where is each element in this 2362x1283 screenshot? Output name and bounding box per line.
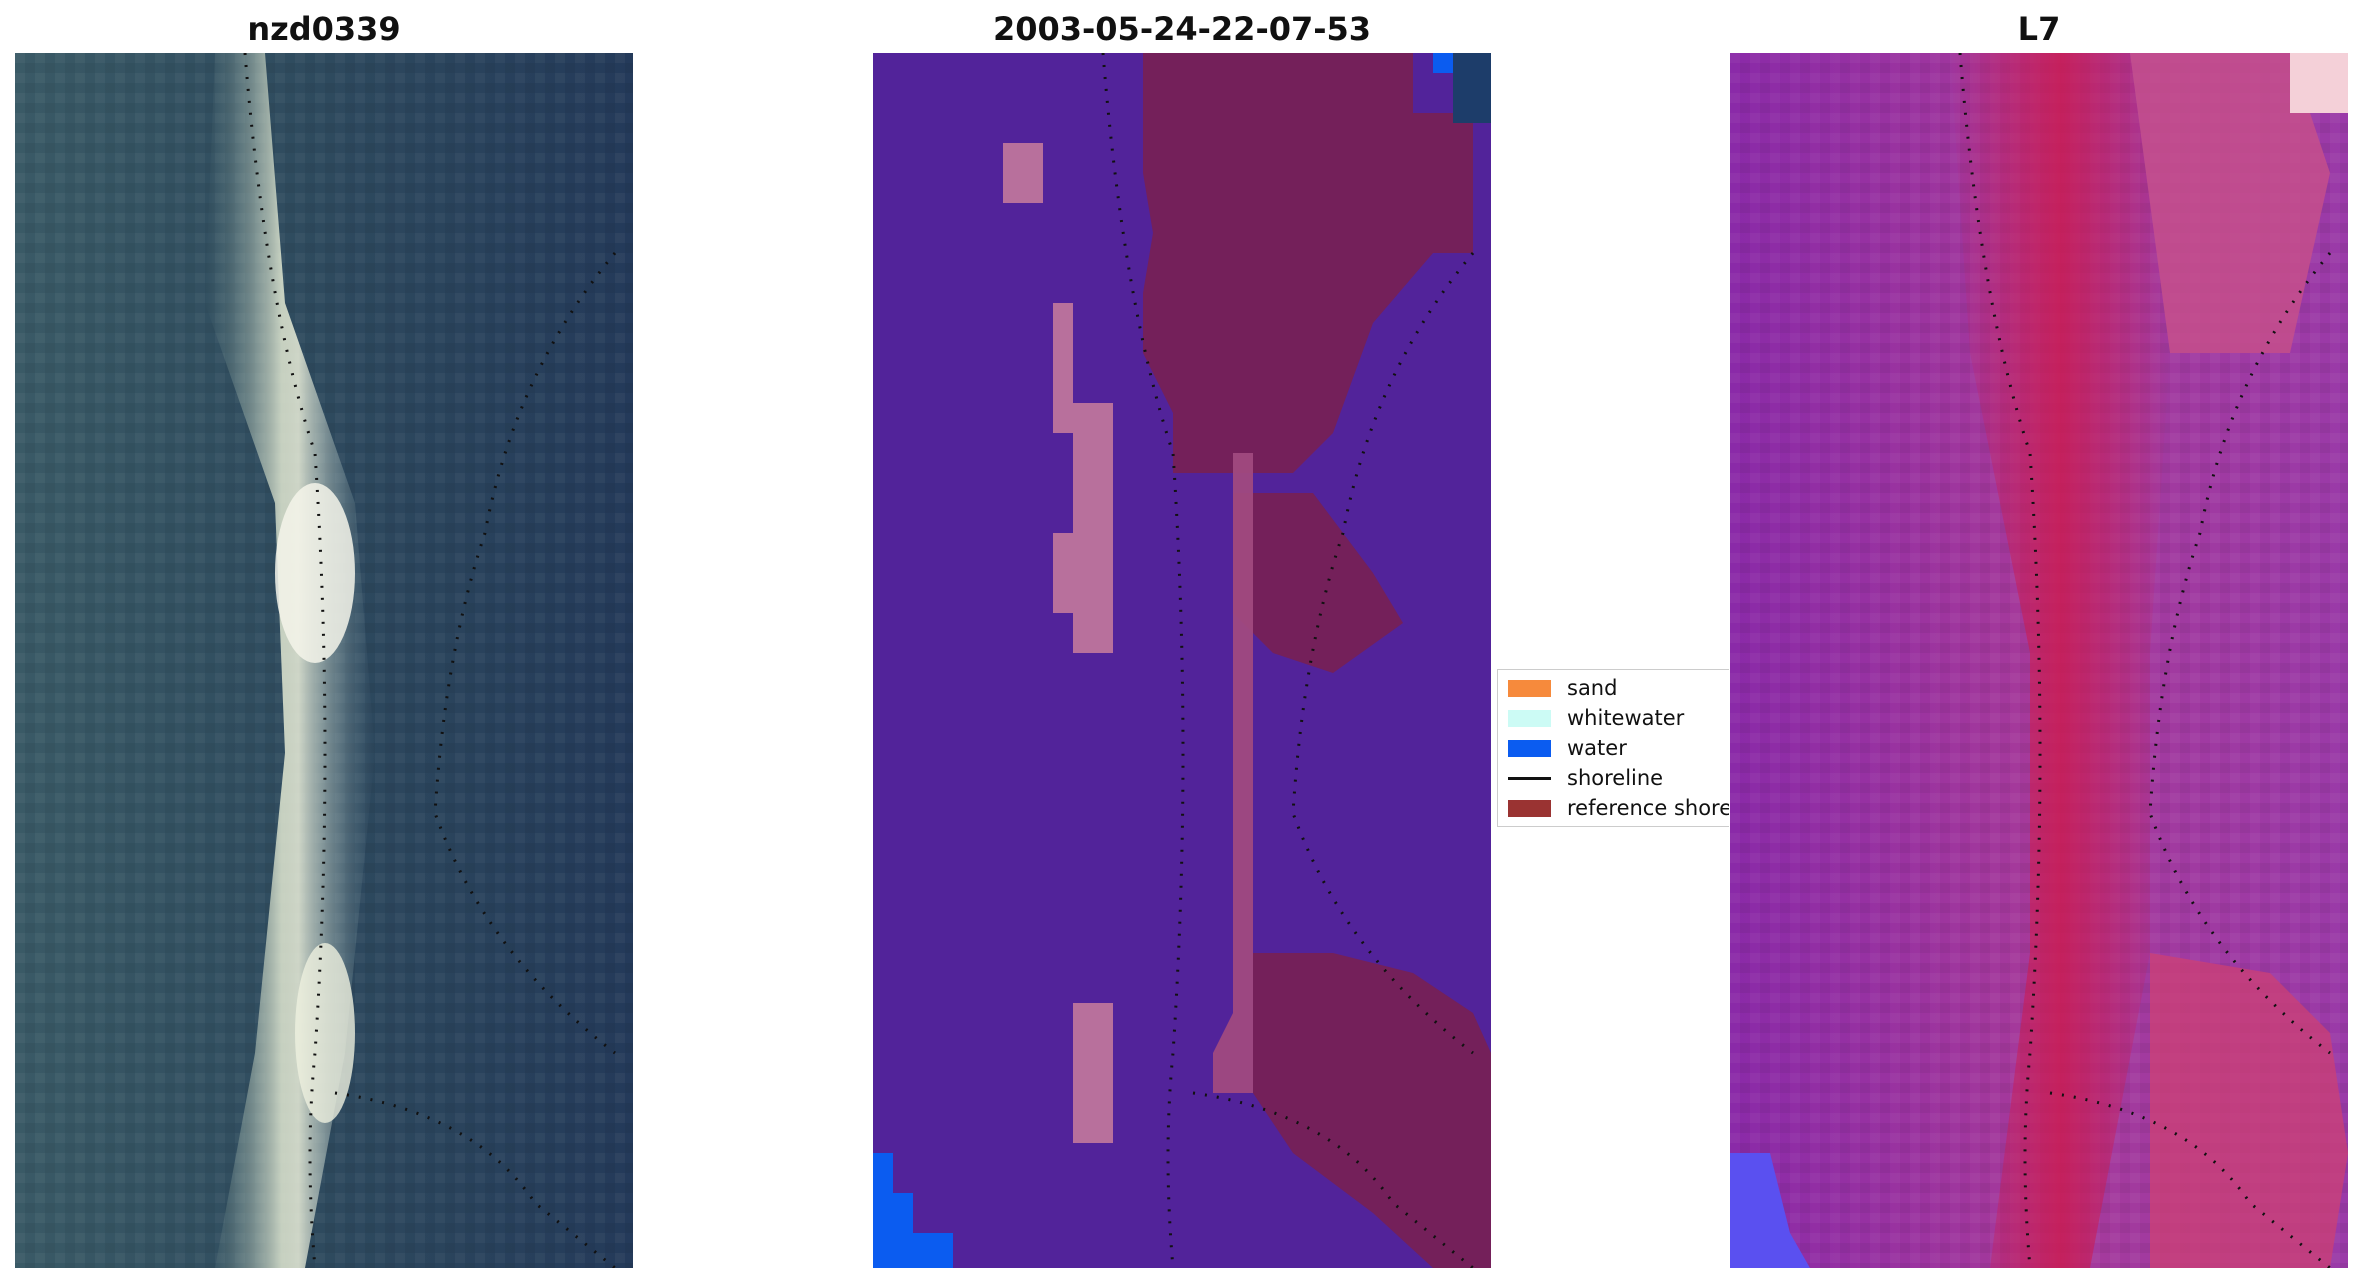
sand-region xyxy=(1053,303,1113,653)
rgb-image-panel xyxy=(15,53,633,1268)
legend-label-reference-shoreline: reference shoreline xyxy=(1567,796,1729,820)
legend-item-reference-shoreline: reference shoreline xyxy=(1508,796,1729,820)
legend-item-water: water xyxy=(1508,736,1627,760)
rgb-satellite-image xyxy=(15,53,633,1268)
panel-title-index: L7 xyxy=(2017,10,2061,48)
legend-label-water: water xyxy=(1567,736,1627,760)
classification-map xyxy=(873,53,1491,1268)
index-image xyxy=(1730,53,2348,1268)
reference-region-south xyxy=(1253,953,1491,1268)
reference-shoreline-swatch xyxy=(1508,799,1551,817)
classification-panel xyxy=(873,53,1491,1268)
panel-title-classification: 2003-05-24-22-07-53 xyxy=(992,10,1372,48)
legend-item-shoreline: shoreline xyxy=(1508,766,1663,790)
index-image-panel xyxy=(1730,53,2348,1268)
water-region xyxy=(873,1153,953,1268)
legend-label-shoreline: shoreline xyxy=(1567,766,1664,790)
legend-label-whitewater: whitewater xyxy=(1567,706,1685,730)
water-swatch xyxy=(1508,739,1551,757)
legend-item-whitewater: whitewater xyxy=(1508,706,1684,730)
panel-title-rgb: nzd0339 xyxy=(247,10,401,48)
legend-item-sand: sand xyxy=(1508,676,1617,700)
reference-region-middle xyxy=(1233,493,1403,673)
legend-label-sand: sand xyxy=(1567,676,1618,700)
legend: sand whitewater water shoreline referenc… xyxy=(1497,669,1729,827)
reference-region-north xyxy=(1143,53,1473,473)
shoreline-line-swatch xyxy=(1508,776,1551,780)
whitewater-swatch xyxy=(1508,709,1551,727)
sand-swatch xyxy=(1508,679,1551,697)
